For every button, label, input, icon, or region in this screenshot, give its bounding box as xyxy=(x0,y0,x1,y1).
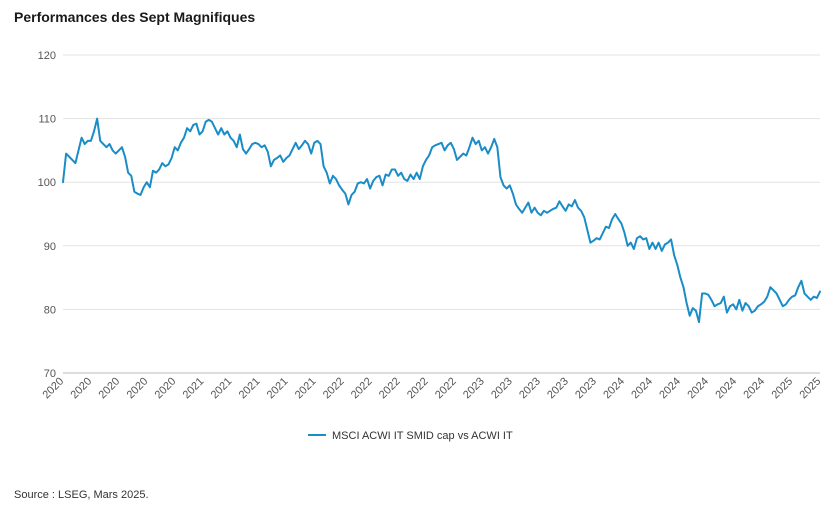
x-tick-label: 2020 xyxy=(97,375,123,401)
y-tick-label: 110 xyxy=(38,114,56,126)
x-tick-label: 2024 xyxy=(685,375,711,401)
x-tick-label: 2023 xyxy=(461,375,487,401)
y-tick-label: 90 xyxy=(44,241,56,253)
x-axis: 2020 2020 2020 2020 2020 2021 2021 2021 2021 2021… xyxy=(40,375,823,401)
x-tick-label: 2020 xyxy=(69,375,95,401)
x-tick-label: 2020 xyxy=(153,375,179,401)
line-chart: 70 80 90 100 110 120 2020 2020 2020 2020 2020 2021… xyxy=(38,50,824,442)
y-tick-label: 80 xyxy=(44,304,56,316)
x-tick-label: 2023 xyxy=(489,375,515,401)
x-tick-label: 2024 xyxy=(657,375,683,401)
x-tick-label: 2021 xyxy=(181,375,207,401)
legend-label: MSCI ACWI IT SMID cap vs ACWI IT xyxy=(332,430,513,442)
x-tick-label: 2021 xyxy=(237,375,263,401)
x-tick-label: 2024 xyxy=(713,375,739,401)
x-tick-label: 2021 xyxy=(265,375,291,401)
series-layer xyxy=(62,117,821,324)
x-tick-label: 2024 xyxy=(629,375,655,401)
x-tick-label: 2024 xyxy=(741,375,767,401)
chart-title: Performances des Sept Magnifiques xyxy=(14,9,256,25)
grid xyxy=(63,54,820,374)
series-line xyxy=(62,117,821,324)
x-tick-label: 2023 xyxy=(517,375,543,401)
x-tick-label: 2022 xyxy=(321,375,347,401)
y-tick-label: 120 xyxy=(38,50,56,62)
x-tick-label: 2021 xyxy=(293,375,319,401)
x-tick-label: 2022 xyxy=(433,375,459,401)
source-note: Source : LSEG, Mars 2025. xyxy=(14,489,149,501)
x-tick-label: 2022 xyxy=(349,375,375,401)
x-tick-label: 2023 xyxy=(573,375,599,401)
x-tick-label: 2021 xyxy=(209,375,235,401)
y-tick-label: 100 xyxy=(38,177,56,189)
legend[interactable]: MSCI ACWI IT SMID cap vs ACWI IT xyxy=(308,430,513,442)
x-tick-label: 2023 xyxy=(545,375,571,401)
x-tick-label: 2025 xyxy=(769,375,795,401)
x-tick-label: 2022 xyxy=(405,375,431,401)
x-tick-label: 2022 xyxy=(377,375,403,401)
y-tick-label: 70 xyxy=(44,368,56,380)
x-tick-label: 2024 xyxy=(601,375,627,401)
x-tick-label: 2025 xyxy=(797,375,823,401)
x-tick-label: 2020 xyxy=(125,375,151,401)
y-axis: 70 80 90 100 110 120 xyxy=(38,50,56,380)
